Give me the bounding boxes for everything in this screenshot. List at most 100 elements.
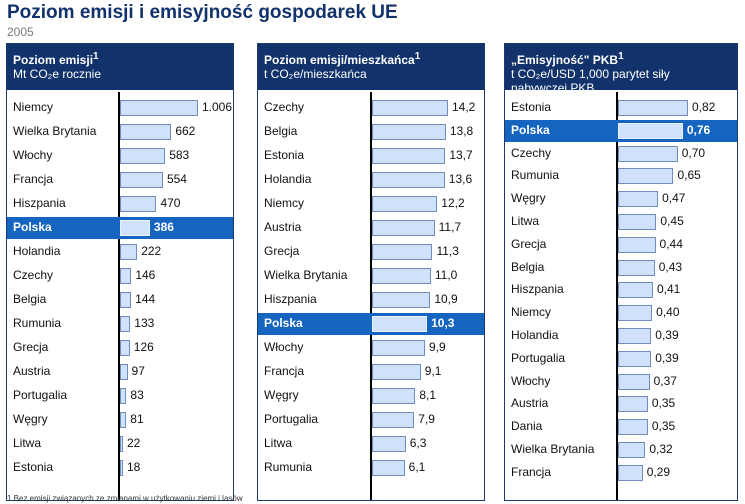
value-label: 6,1 <box>408 460 426 474</box>
bar-row: Czechy 0,70 <box>505 143 737 165</box>
bar <box>618 168 674 185</box>
category-label: Litwa <box>13 436 42 450</box>
panel-title: „Emisyjność" PKB1 <box>511 51 624 67</box>
bar-row: Estonia 0,82 <box>505 97 737 119</box>
category-label: Niemcy <box>13 100 54 114</box>
category-label: Włochy <box>264 340 304 354</box>
bar <box>120 412 127 428</box>
bar-row: Francja 554 <box>7 169 233 191</box>
bar <box>618 328 652 344</box>
value-label: 0,37 <box>653 373 677 388</box>
bar <box>618 236 656 253</box>
bar-row: Wielka Brytania 662 <box>7 121 233 143</box>
value-label: 11,7 <box>438 220 462 234</box>
value-label: 0,29 <box>646 464 671 479</box>
value-label: 222 <box>141 244 162 258</box>
bar <box>120 316 131 332</box>
category-label: Belgia <box>13 292 47 306</box>
category-label: Grecja <box>13 340 49 354</box>
category-label: Polska <box>264 316 303 330</box>
category-label: Wielka Brytania <box>13 124 97 138</box>
value-label: 22 <box>127 436 141 450</box>
value-label: 554 <box>166 172 187 186</box>
bar-row: Czechy 14,2 <box>258 97 484 119</box>
chart-panel-per-capita: Poziom emisji/mieszkańca1 t CO₂e/mieszka… <box>257 43 485 501</box>
bar-row: Węgry 8,1 <box>258 385 484 407</box>
value-label: 10,3 <box>431 316 455 330</box>
bar-row: Hiszpania 10,9 <box>258 289 484 311</box>
category-label: Niemcy <box>511 305 552 320</box>
value-label: 0,39 <box>655 350 679 365</box>
chart-panel-gdp-intensity: „Emisyjność" PKB1 t CO₂e/USD 1,000 paryt… <box>504 43 738 501</box>
bar-row: Niemcy 1.006 <box>7 97 233 119</box>
bar <box>618 396 648 413</box>
value-label: 81 <box>130 412 144 426</box>
bar <box>372 364 421 380</box>
bar-row: Francja 9,1 <box>258 361 484 383</box>
bar-row: Portugalia 0,39 <box>505 348 737 370</box>
bar <box>120 244 138 260</box>
category-label: Belgia <box>511 259 545 274</box>
category-label: Czechy <box>264 100 305 114</box>
bar-row: Rumunia 133 <box>7 313 233 335</box>
category-label: Austria <box>13 364 51 378</box>
category-label: Czechy <box>511 145 552 160</box>
category-label: Francja <box>511 464 552 479</box>
bar <box>372 124 446 140</box>
value-label: 133 <box>134 316 155 330</box>
category-label: Estonia <box>264 148 305 162</box>
bar-row: Polska 0,76 <box>505 119 737 142</box>
bar-row: Holandia 222 <box>7 241 233 263</box>
bar <box>618 305 653 322</box>
bar-row: Wielka Brytania 11,0 <box>258 265 484 287</box>
value-label: 1.006 <box>202 100 233 114</box>
value-label: 662 <box>175 124 196 138</box>
bar-row: Grecja 126 <box>7 337 233 359</box>
category-label: Wielka Brytania <box>511 442 595 456</box>
category-label: Węgry <box>264 388 299 402</box>
bar-row: Litwa 0,45 <box>505 211 737 233</box>
value-axis <box>118 92 120 500</box>
bar-row: Włochy 9,9 <box>258 337 484 359</box>
category-label: Rumunia <box>511 168 560 183</box>
value-label: 0,47 <box>662 191 686 206</box>
category-label: Dania <box>511 419 543 434</box>
panel-header: Poziom emisji/mieszkańca1 t CO₂e/mieszka… <box>258 44 484 90</box>
bar-row: Grecja 0,44 <box>505 234 737 256</box>
bar-row: Estonia 18 <box>7 457 233 479</box>
value-label: 583 <box>169 148 190 162</box>
category-label: Portugalia <box>264 412 319 426</box>
bar-row: Niemcy 0,40 <box>505 302 737 324</box>
value-label: 0,35 <box>651 396 676 411</box>
bar <box>120 388 127 404</box>
bar <box>120 124 172 140</box>
value-label: 11,0 <box>434 268 458 282</box>
bar <box>618 442 646 458</box>
panel-header: „Emisyjność" PKB1 t CO₂e/USD 1,000 paryt… <box>505 44 737 95</box>
bar <box>120 292 132 308</box>
value-axis <box>616 92 618 500</box>
value-label: 0,65 <box>677 168 701 183</box>
category-label: Francja <box>13 172 54 186</box>
bar-row: Austria 0,35 <box>505 393 737 415</box>
bar <box>372 412 415 428</box>
value-label: 9,1 <box>424 364 442 378</box>
bar-row: Wielka Brytania 0,32 <box>505 439 737 461</box>
bar-row: Francja 0,29 <box>505 462 737 484</box>
category-label: Litwa <box>511 214 540 228</box>
panel-units: t CO₂e/mieszkańca <box>264 67 367 81</box>
panel-title: Poziom emisji1 <box>13 51 99 67</box>
value-axis <box>370 92 372 500</box>
bar <box>372 220 435 236</box>
bar <box>372 148 446 164</box>
panel-title: Poziom emisji/mieszkańca1 <box>264 51 421 67</box>
category-label: Hiszpania <box>13 196 66 210</box>
bar <box>372 196 438 212</box>
category-label: Portugalia <box>13 388 68 402</box>
chart-panel-emissions: Poziom emisji1 Mt CO₂e rocznie Niemcy 1.0… <box>6 43 234 501</box>
value-label: 386 <box>153 220 174 234</box>
bar <box>372 388 416 404</box>
bar <box>618 350 652 367</box>
value-label: 470 <box>160 196 181 210</box>
bar-row: Hiszpania 0,41 <box>505 279 737 301</box>
